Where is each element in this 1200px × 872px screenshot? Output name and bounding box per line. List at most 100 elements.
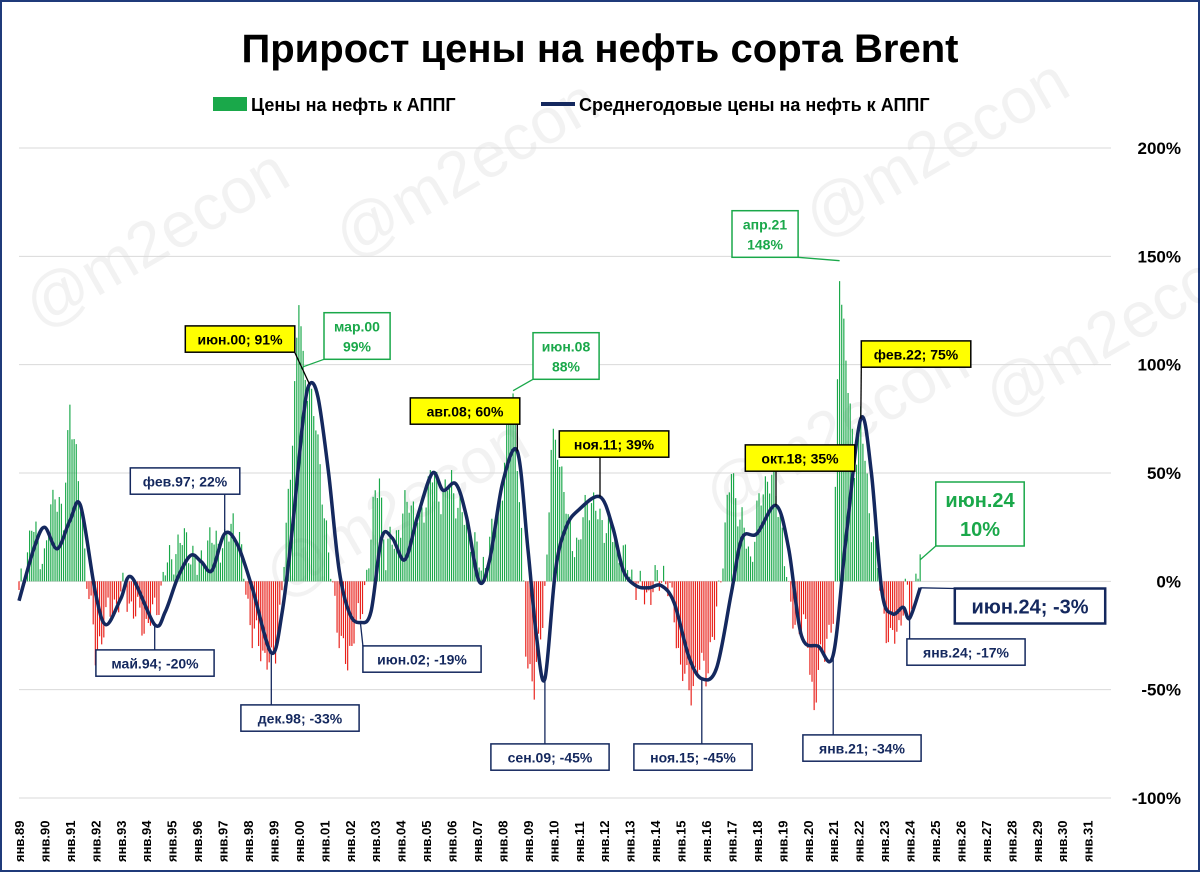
bar: [29, 530, 31, 582]
bar: [171, 559, 173, 582]
bar: [686, 581, 688, 666]
bar: [147, 581, 149, 623]
x-tick-label: янв.02: [343, 820, 358, 862]
bar: [603, 542, 605, 582]
bar: [39, 569, 41, 582]
bar: [342, 581, 345, 639]
bar: [364, 581, 366, 586]
bar: [665, 581, 667, 585]
x-tick-label: янв.08: [495, 820, 510, 862]
bar: [434, 471, 436, 582]
bar: [262, 581, 264, 651]
x-tick-label: янв.98: [241, 820, 256, 862]
x-axis: янв.89 янв.90 янв.91 янв.92 янв.93 янв.94 янв.…: [12, 820, 1096, 862]
bar: [868, 513, 870, 582]
bar: [599, 508, 601, 582]
bar: [389, 526, 391, 582]
bar: [639, 570, 641, 582]
annotation-label: янв.24; -17%: [923, 645, 1009, 661]
x-tick-label: янв.20: [801, 820, 816, 862]
bar: [304, 379, 306, 582]
bar: [96, 581, 99, 651]
bar: [92, 581, 94, 625]
bar: [444, 479, 446, 582]
bar: [132, 581, 135, 619]
bar: [245, 581, 247, 595]
bar: [431, 482, 434, 582]
bar: [395, 530, 398, 582]
bar: [347, 581, 349, 671]
annotation-label: июн.02; -19%: [377, 652, 467, 668]
bar: [800, 581, 803, 635]
bar: [86, 581, 88, 589]
bar: [109, 581, 111, 617]
bar: [620, 567, 622, 582]
bar: [805, 581, 807, 619]
bar: [236, 547, 238, 582]
annotation-box: [633, 743, 753, 771]
x-tick-label: янв.17: [725, 820, 740, 862]
x-tick-label: янв.31: [1081, 820, 1096, 862]
bar: [105, 581, 107, 608]
x-tick-label: янв.09: [521, 820, 536, 862]
x-tick-label: янв.97: [216, 820, 231, 862]
bar: [525, 581, 527, 657]
bar: [423, 522, 425, 582]
bar: [851, 428, 853, 582]
bar: [200, 550, 202, 582]
bar: [576, 537, 578, 582]
x-tick-label: янв.29: [1030, 820, 1045, 862]
bar: [777, 517, 779, 582]
bar: [368, 568, 370, 582]
bar: [902, 581, 904, 616]
bar: [705, 581, 707, 687]
bar: [834, 486, 836, 582]
bar: [671, 581, 673, 588]
bar: [593, 492, 595, 582]
bar: [798, 581, 800, 635]
annotation-callout: дек.98; -33%: [240, 652, 360, 732]
bar: [470, 551, 472, 582]
annotation-callout: мар.00 99%: [302, 311, 391, 368]
bar: [357, 581, 359, 604]
bar: [118, 581, 120, 613]
bar: [308, 387, 311, 582]
bar: [716, 581, 718, 607]
x-tick-label: янв.95: [165, 820, 180, 862]
bar: [450, 470, 453, 582]
bar: [164, 575, 166, 582]
bar: [622, 545, 624, 582]
bar: [192, 545, 194, 582]
y-tick-label: -100%: [1132, 789, 1181, 808]
bar: [781, 527, 783, 582]
bar: [274, 581, 277, 664]
bar: [480, 570, 482, 582]
bar: [561, 466, 563, 582]
bar: [75, 444, 77, 582]
bar: [383, 539, 385, 582]
bar: [832, 581, 834, 624]
annotation-leader: [512, 378, 534, 392]
bar: [453, 493, 455, 582]
bar: [514, 421, 516, 582]
bar: [478, 567, 480, 582]
bar: [523, 580, 525, 582]
bar: [336, 581, 338, 633]
bar: [54, 499, 56, 582]
bar: [588, 520, 590, 582]
bar: [919, 554, 921, 582]
bar: [313, 416, 315, 582]
bar: [221, 548, 224, 582]
bar: [224, 529, 226, 582]
bar: [48, 533, 50, 582]
watermark-text: @m2econ: [11, 133, 300, 342]
bar: [448, 484, 451, 582]
bar: [836, 379, 839, 582]
annotation-callout: июн.24; -3%: [920, 587, 1107, 625]
annotation-box: [906, 638, 1026, 666]
bar: [323, 518, 325, 582]
bar: [88, 581, 90, 600]
bar: [152, 581, 154, 605]
legend-label-bars: Цены на нефть к АППГ: [251, 95, 456, 115]
